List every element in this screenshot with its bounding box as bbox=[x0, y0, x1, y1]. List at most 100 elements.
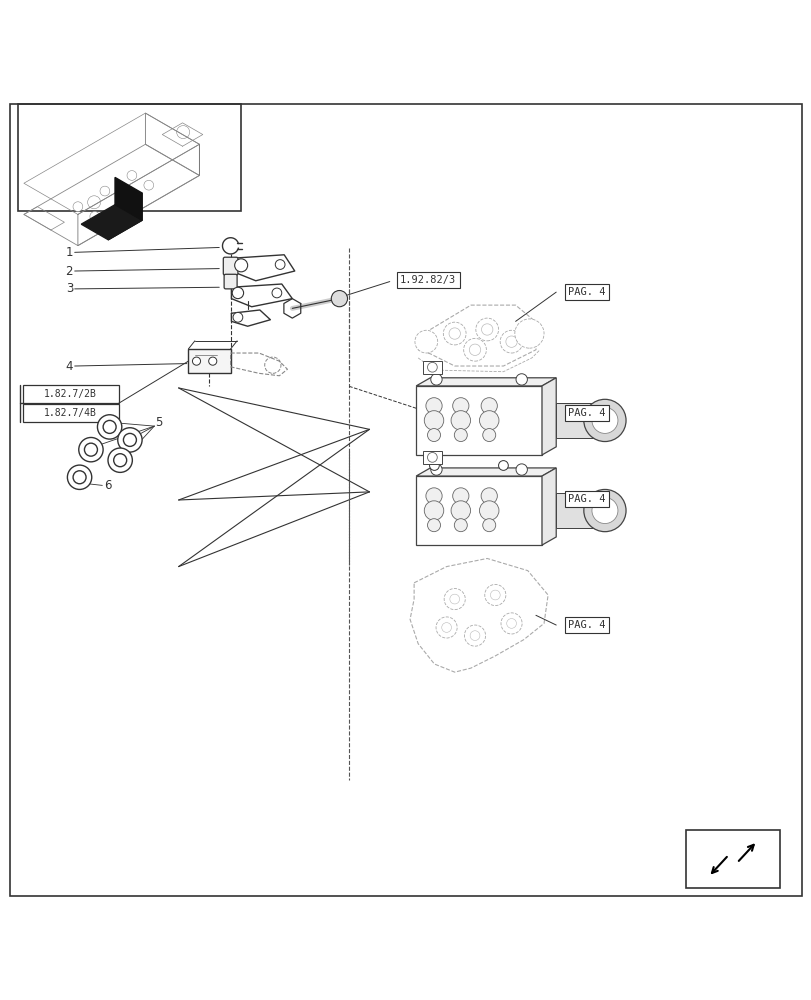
Circle shape bbox=[500, 613, 521, 634]
Circle shape bbox=[423, 501, 443, 520]
Circle shape bbox=[453, 429, 466, 442]
Bar bbox=[415, 386, 542, 455]
Circle shape bbox=[429, 461, 439, 470]
Circle shape bbox=[441, 623, 451, 632]
Bar bbox=[685, 830, 779, 888]
Text: 2: 2 bbox=[66, 265, 73, 278]
Circle shape bbox=[490, 590, 500, 600]
Circle shape bbox=[470, 631, 479, 640]
Bar bbox=[188, 349, 230, 373]
Circle shape bbox=[118, 428, 142, 452]
Circle shape bbox=[73, 471, 86, 484]
Circle shape bbox=[272, 288, 281, 298]
Circle shape bbox=[427, 362, 436, 372]
Circle shape bbox=[591, 498, 617, 524]
Circle shape bbox=[114, 454, 127, 467]
Bar bbox=[422, 361, 441, 374]
Bar bbox=[23, 404, 118, 422]
Polygon shape bbox=[415, 468, 556, 476]
Circle shape bbox=[463, 338, 486, 361]
Text: PAG. 4: PAG. 4 bbox=[567, 287, 605, 297]
Circle shape bbox=[482, 519, 495, 532]
Circle shape bbox=[505, 336, 517, 347]
Polygon shape bbox=[415, 378, 556, 386]
Circle shape bbox=[427, 452, 436, 462]
Circle shape bbox=[583, 489, 625, 532]
Text: 5: 5 bbox=[154, 416, 162, 429]
Circle shape bbox=[117, 196, 127, 206]
Text: 6: 6 bbox=[104, 479, 111, 492]
Circle shape bbox=[100, 186, 109, 196]
Text: 1: 1 bbox=[66, 246, 73, 259]
Circle shape bbox=[443, 322, 466, 345]
Circle shape bbox=[478, 411, 498, 430]
Circle shape bbox=[192, 357, 200, 365]
Circle shape bbox=[414, 330, 437, 353]
Circle shape bbox=[583, 399, 625, 442]
Circle shape bbox=[97, 415, 122, 439]
Text: 1.82.7/4B: 1.82.7/4B bbox=[44, 408, 97, 418]
Text: 1.82.7/2B: 1.82.7/2B bbox=[44, 389, 97, 399]
Circle shape bbox=[436, 617, 457, 638]
Circle shape bbox=[108, 448, 132, 472]
Circle shape bbox=[67, 465, 92, 489]
Polygon shape bbox=[542, 468, 556, 545]
Text: 1.92.82/3: 1.92.82/3 bbox=[400, 275, 456, 285]
Circle shape bbox=[233, 312, 242, 322]
Circle shape bbox=[427, 429, 440, 442]
Circle shape bbox=[506, 619, 516, 628]
Text: PAG. 4: PAG. 4 bbox=[567, 408, 605, 418]
Circle shape bbox=[448, 328, 460, 339]
Circle shape bbox=[425, 398, 441, 414]
Circle shape bbox=[451, 501, 470, 520]
Circle shape bbox=[480, 488, 496, 504]
Polygon shape bbox=[115, 177, 142, 220]
Bar bbox=[23, 385, 118, 403]
Circle shape bbox=[232, 287, 243, 299]
Bar bbox=[556, 493, 604, 528]
Circle shape bbox=[469, 344, 480, 355]
Circle shape bbox=[498, 461, 508, 470]
Circle shape bbox=[73, 202, 83, 212]
Circle shape bbox=[480, 398, 496, 414]
Circle shape bbox=[478, 501, 498, 520]
Circle shape bbox=[208, 357, 217, 365]
Circle shape bbox=[451, 411, 470, 430]
Circle shape bbox=[275, 260, 285, 269]
Circle shape bbox=[79, 437, 103, 462]
Circle shape bbox=[453, 398, 469, 414]
Circle shape bbox=[591, 407, 617, 433]
Circle shape bbox=[103, 420, 116, 433]
Circle shape bbox=[427, 519, 440, 532]
Circle shape bbox=[482, 429, 495, 442]
Circle shape bbox=[84, 443, 97, 456]
Bar bbox=[422, 451, 441, 464]
Text: 3: 3 bbox=[66, 282, 73, 295]
Polygon shape bbox=[108, 193, 142, 240]
Circle shape bbox=[425, 488, 441, 504]
Circle shape bbox=[127, 171, 136, 180]
Circle shape bbox=[430, 374, 441, 385]
Circle shape bbox=[453, 488, 469, 504]
Text: PAG. 4: PAG. 4 bbox=[567, 620, 605, 630]
Circle shape bbox=[514, 319, 543, 348]
Bar bbox=[556, 403, 604, 438]
Circle shape bbox=[423, 411, 443, 430]
Bar bbox=[18, 104, 241, 211]
Circle shape bbox=[484, 584, 505, 606]
Circle shape bbox=[144, 180, 153, 190]
Circle shape bbox=[464, 625, 485, 646]
Bar bbox=[415, 476, 542, 545]
Circle shape bbox=[481, 324, 492, 335]
Text: PAG. 4: PAG. 4 bbox=[567, 494, 605, 504]
FancyBboxPatch shape bbox=[223, 257, 238, 275]
Circle shape bbox=[331, 291, 347, 307]
Circle shape bbox=[90, 212, 100, 221]
Polygon shape bbox=[542, 378, 556, 455]
Circle shape bbox=[123, 433, 136, 446]
Text: 4: 4 bbox=[66, 360, 73, 373]
Circle shape bbox=[500, 330, 522, 353]
Circle shape bbox=[444, 589, 465, 610]
Circle shape bbox=[453, 519, 466, 532]
Circle shape bbox=[516, 374, 526, 385]
